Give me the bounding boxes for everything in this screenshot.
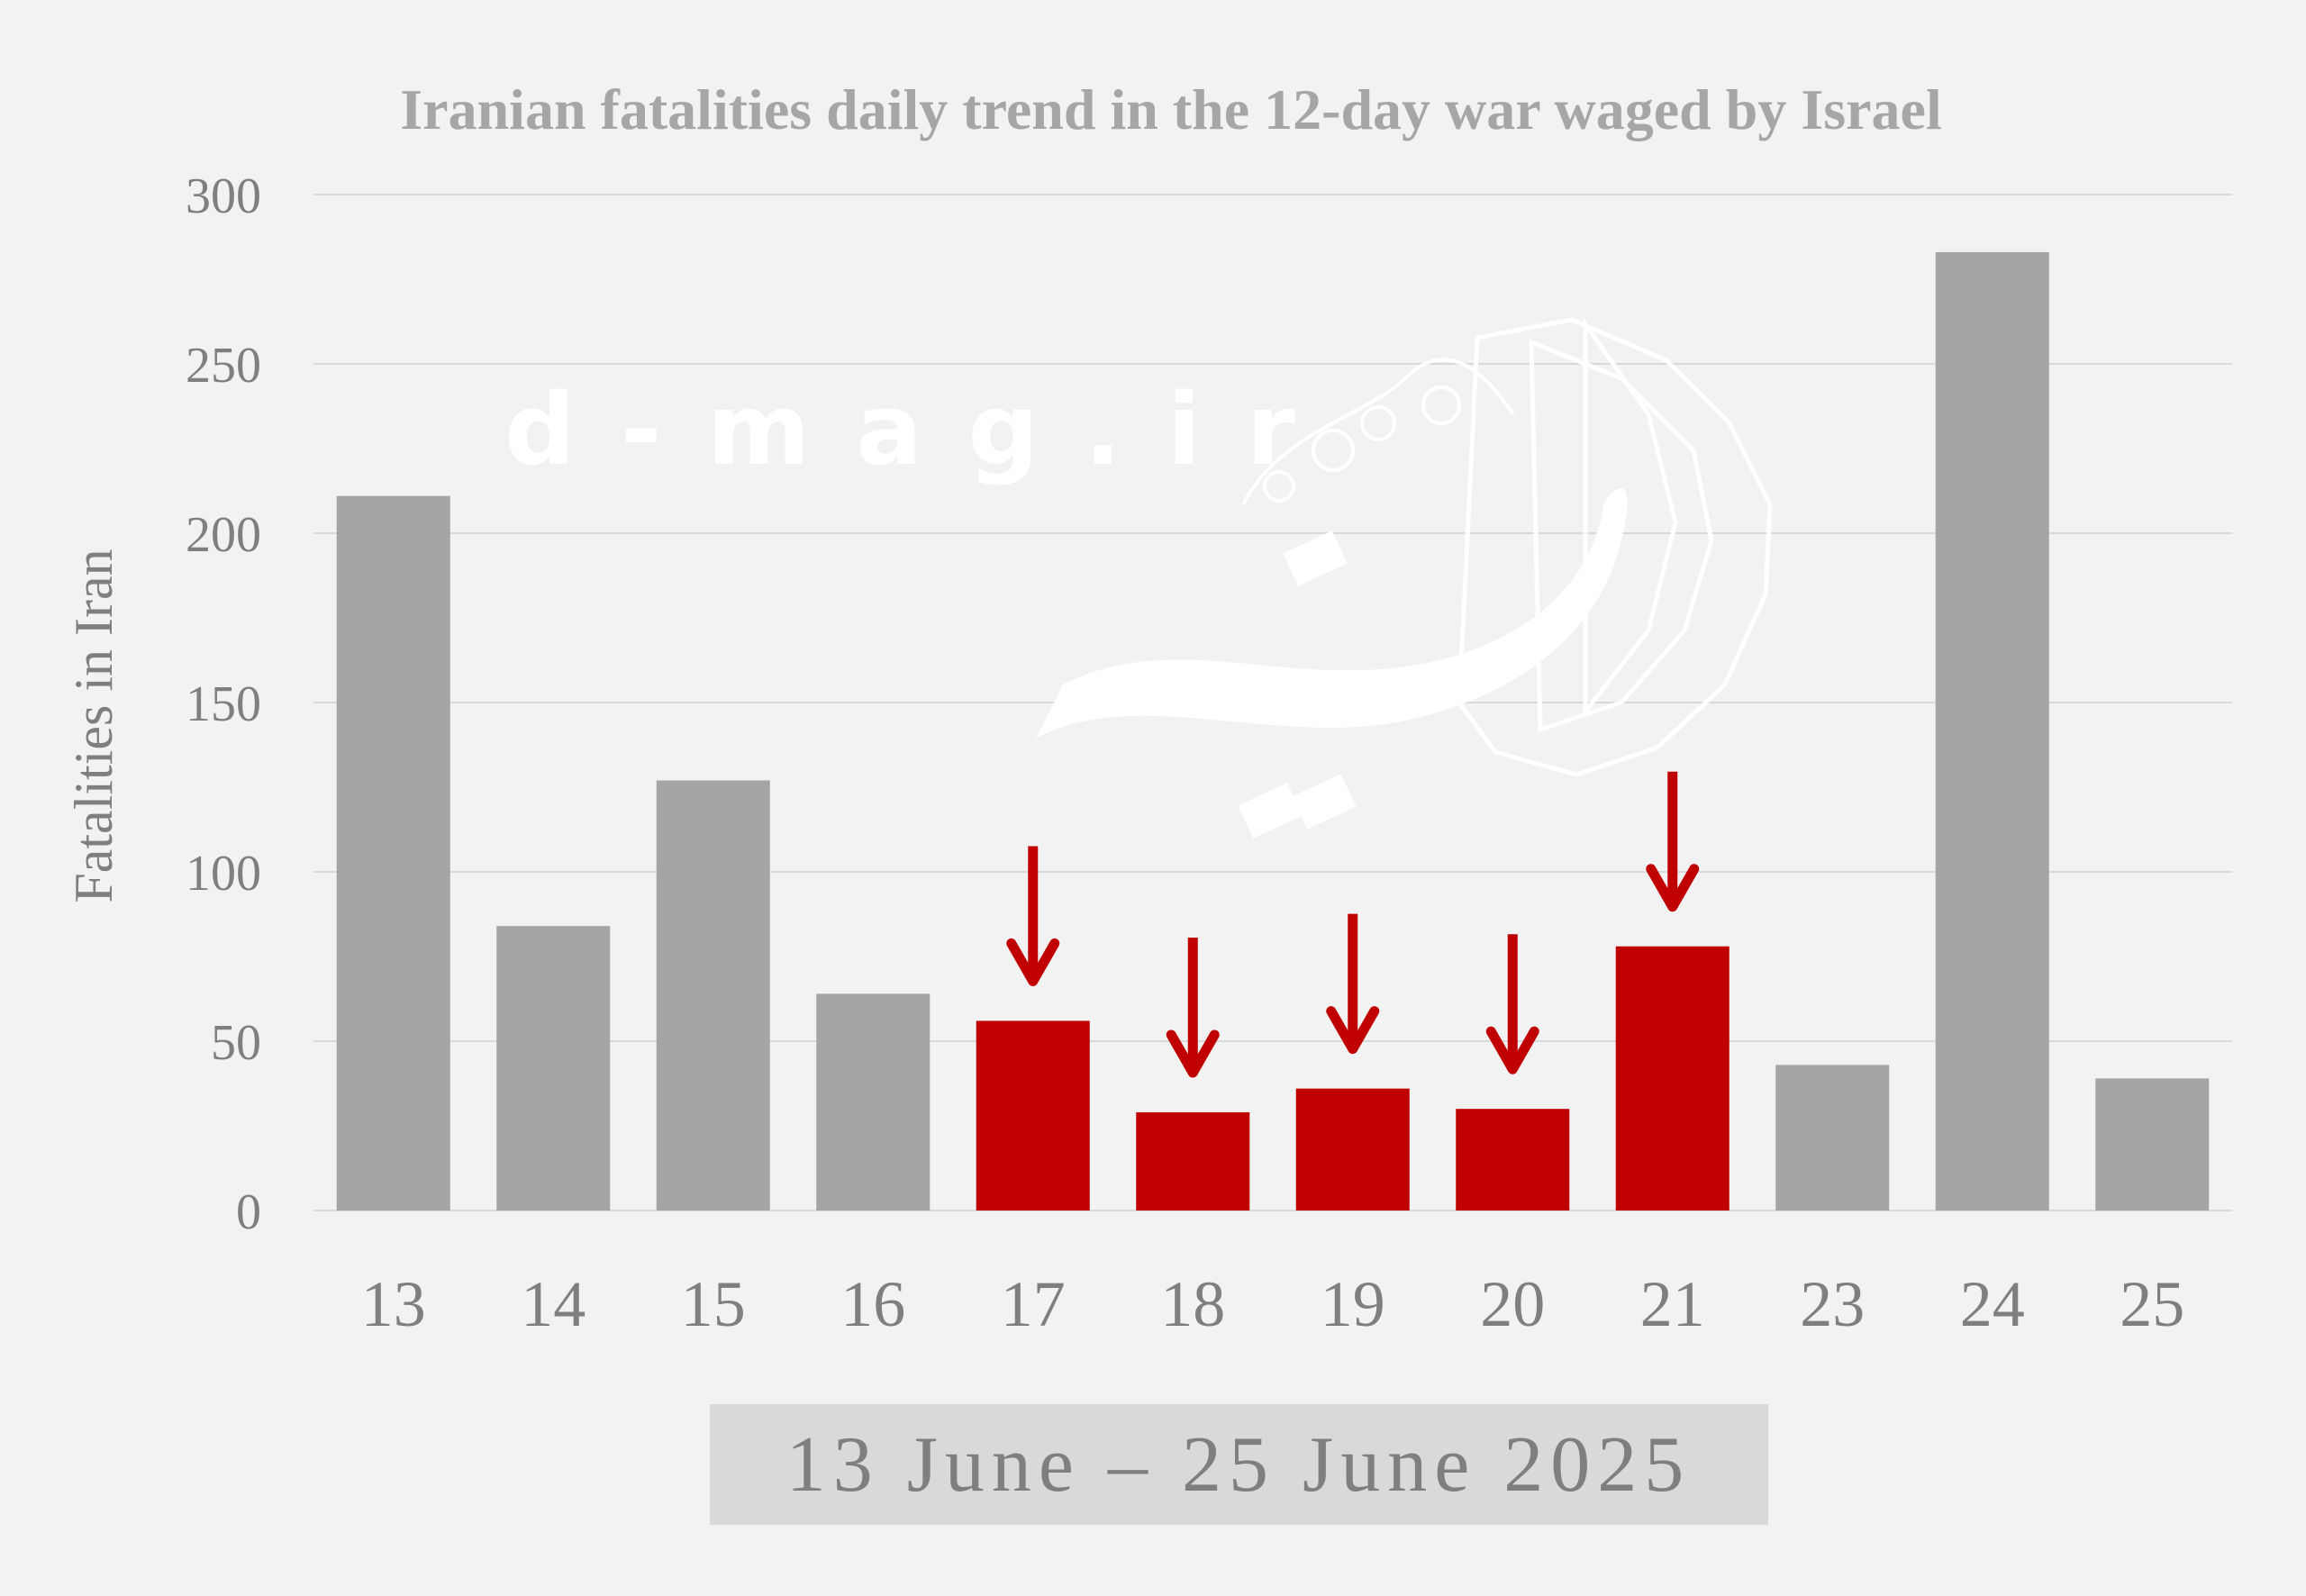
y-axis-label: Fatalities in Iran <box>64 549 123 902</box>
bar-20 <box>1456 1109 1570 1211</box>
bar-19 <box>1295 1088 1410 1211</box>
x-tick-label: 14 <box>521 1268 586 1340</box>
x-tick-label: 13 <box>361 1268 426 1340</box>
y-tick-label: 200 <box>186 507 261 563</box>
x-tick-labels: 13 14 15 16 17 18 19 20 21 23 24 25 <box>361 1268 2185 1340</box>
x-tick-label: 16 <box>840 1268 905 1340</box>
y-tick-label: 300 <box>186 168 261 224</box>
bar-18 <box>1136 1111 1250 1211</box>
arrow-17 <box>1006 846 1060 986</box>
x-tick-label: 20 <box>1480 1268 1545 1340</box>
arrow-21 <box>1646 771 1700 912</box>
bar-17 <box>976 1020 1090 1211</box>
bar-14 <box>496 926 611 1211</box>
chart-title: Iranian fatalities daily trend in the 12… <box>400 77 1941 141</box>
bar-13 <box>336 495 450 1211</box>
x-tick-label: 23 <box>1800 1268 1865 1340</box>
bar-15 <box>656 780 770 1211</box>
y-tick-label: 100 <box>186 846 261 902</box>
x-tick-label: 21 <box>1640 1268 1705 1340</box>
x-tick-label: 25 <box>2120 1268 2184 1340</box>
bar-21 <box>1615 946 1730 1211</box>
watermark-logo <box>1036 317 1773 839</box>
arrow-19 <box>1326 913 1380 1055</box>
bars <box>336 251 2210 1211</box>
watermark-text: d - m a g . i r <box>504 372 1301 487</box>
highlight-arrows <box>1006 771 1700 1078</box>
x-axis-label-box <box>710 1404 1768 1525</box>
y-tick-label: 50 <box>211 1015 261 1071</box>
arrow-20 <box>1485 934 1539 1075</box>
x-tick-label: 24 <box>1960 1268 2025 1340</box>
y-tick-label: 250 <box>186 338 261 394</box>
bar-23 <box>1775 1065 1890 1211</box>
bar-24 <box>1935 251 2049 1211</box>
y-tick-label: 0 <box>236 1184 261 1240</box>
bar-25 <box>2095 1078 2210 1211</box>
x-tick-label: 18 <box>1160 1268 1225 1340</box>
bar-16 <box>816 993 931 1211</box>
arrow-18 <box>1166 937 1220 1078</box>
x-tick-label: 15 <box>681 1268 746 1340</box>
x-axis-label: 13 June – 25 June 2025 <box>786 1421 1692 1509</box>
x-tick-label: 19 <box>1321 1268 1385 1340</box>
y-tick-label: 150 <box>186 676 261 732</box>
y-tick-labels: 0 50 100 150 200 250 300 <box>186 168 261 1240</box>
x-tick-label: 17 <box>1001 1268 1066 1340</box>
grid-lines <box>313 194 2232 1211</box>
